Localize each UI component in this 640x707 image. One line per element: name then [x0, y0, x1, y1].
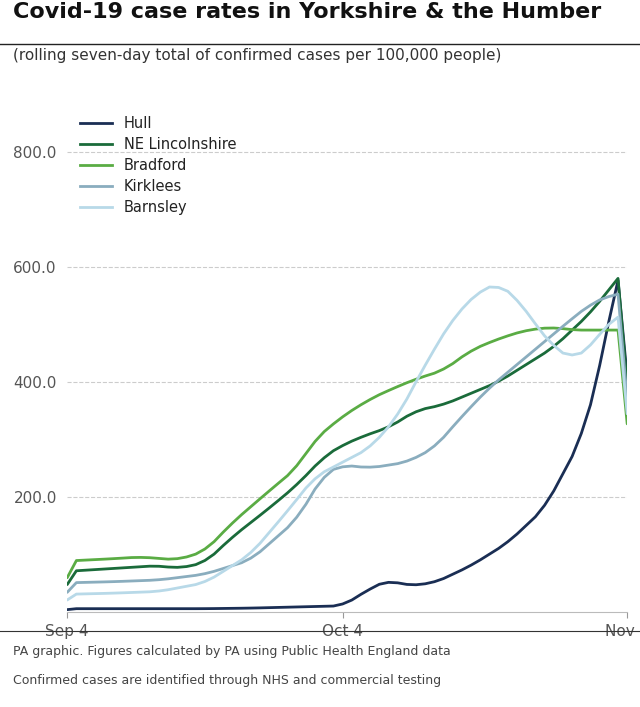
Text: PA graphic. Figures calculated by PA using Public Health England data: PA graphic. Figures calculated by PA usi…: [13, 645, 451, 658]
Text: Covid-19 case rates in Yorkshire & the Humber: Covid-19 case rates in Yorkshire & the H…: [13, 2, 601, 22]
Text: (rolling seven-day total of confirmed cases per 100,000 people): (rolling seven-day total of confirmed ca…: [13, 48, 501, 63]
Text: Confirmed cases are identified through NHS and commercial testing: Confirmed cases are identified through N…: [13, 674, 441, 687]
Legend: Hull, NE Lincolnshire, Bradford, Kirklees, Barnsley: Hull, NE Lincolnshire, Bradford, Kirklee…: [80, 116, 236, 216]
